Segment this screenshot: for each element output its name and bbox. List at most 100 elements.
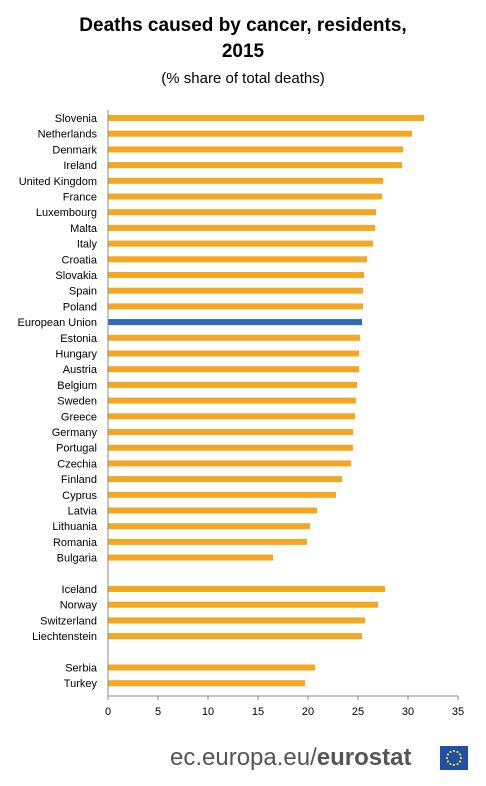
- category-label: Cyprus: [62, 490, 97, 502]
- x-tick-label: 30: [402, 706, 414, 718]
- category-label: Spain: [69, 286, 97, 298]
- bar-united-kingdom: [108, 177, 383, 184]
- bar-finland: [108, 476, 342, 483]
- category-label: Finland: [61, 474, 97, 486]
- chart-subtitle: (% share of total deaths): [161, 70, 325, 87]
- chart-title-line2: 2015: [221, 41, 265, 62]
- footer-brand-name: eurostat: [316, 744, 412, 771]
- bar-bulgaria: [108, 554, 273, 561]
- bar-germany: [108, 429, 353, 435]
- bar-italy: [108, 240, 373, 247]
- bar-latvia: [108, 507, 317, 514]
- bar-lithuania: [108, 523, 310, 530]
- category-label: Bulgaria: [57, 553, 98, 565]
- bar-malta: [108, 224, 375, 231]
- category-label: Malta: [70, 223, 98, 235]
- category-label: Czechia: [57, 458, 98, 470]
- footer-brand: ec.europa.eu/eurostat: [170, 740, 411, 776]
- bar-poland: [108, 303, 363, 310]
- category-label: Hungary: [55, 349, 97, 361]
- bar-austria: [108, 366, 359, 373]
- bar-slovakia: [108, 272, 364, 278]
- flag-star: [458, 753, 462, 756]
- category-labels: Slovenia Netherlands Denmark Ireland United …: [17, 113, 97, 690]
- footer-site: ec.europa.eu/: [170, 744, 317, 771]
- bar-slovenia: [108, 115, 424, 121]
- category-label: Austria: [63, 364, 98, 376]
- flag-star: [449, 762, 452, 766]
- category-label: Greece: [61, 411, 97, 423]
- category-label: Croatia: [62, 254, 98, 266]
- bar-iceland: [108, 586, 385, 592]
- category-label: Germany: [52, 427, 98, 439]
- category-label: Iceland: [62, 584, 97, 596]
- bar-chart: Slovenia Netherlands Denmark Ireland United …: [17, 110, 464, 718]
- category-label: Romania: [53, 537, 98, 549]
- bar-liechtenstein: [108, 633, 362, 640]
- bar-serbia: [108, 664, 315, 671]
- flag-star: [459, 756, 463, 760]
- category-label: Serbia: [65, 663, 98, 675]
- x-tick-label: 35: [452, 706, 464, 718]
- bar-norway: [108, 601, 378, 608]
- flag-star: [458, 760, 462, 763]
- category-label: European Union: [17, 317, 97, 329]
- bar-croatia: [108, 256, 367, 263]
- category-label: France: [63, 192, 97, 204]
- x-axis: 0 5 10 15 20 25 30 35: [105, 110, 464, 718]
- bar-portugal: [108, 444, 353, 451]
- flag-star: [446, 753, 450, 756]
- bar-hungary: [108, 350, 359, 357]
- bar-czechia: [108, 460, 351, 467]
- bar-belgium: [108, 381, 357, 388]
- category-label: Netherlands: [38, 129, 98, 141]
- category-label: Liechtenstein: [32, 631, 97, 643]
- category-label: Belgium: [57, 380, 97, 392]
- category-label: Lithuania: [52, 521, 98, 533]
- category-label: Norway: [60, 600, 98, 612]
- bar-romania: [108, 538, 307, 545]
- bar-estonia: [108, 334, 360, 341]
- bars-layer: [108, 115, 424, 687]
- bar-netherlands: [108, 130, 412, 137]
- bar-switzerland: [108, 617, 365, 624]
- category-label: Luxembourg: [36, 207, 97, 219]
- bar-spain: [108, 287, 363, 294]
- category-label: United Kingdom: [19, 176, 97, 188]
- bar-denmark: [108, 146, 403, 153]
- x-tick-label: 25: [352, 706, 364, 718]
- x-tick-label: 5: [155, 706, 161, 718]
- bar-france: [108, 193, 382, 200]
- category-label: Turkey: [64, 678, 98, 690]
- category-label: Latvia: [68, 506, 98, 518]
- bar-cyprus: [108, 491, 336, 498]
- bar-greece: [108, 413, 355, 420]
- flag-star: [456, 750, 459, 754]
- flag-star: [449, 750, 452, 754]
- bar-ireland: [108, 162, 402, 169]
- bar-turkey: [108, 680, 305, 687]
- flag-star: [446, 760, 450, 763]
- flag-star: [452, 749, 456, 753]
- category-label: Italy: [77, 239, 98, 251]
- x-tick-label: 15: [252, 706, 264, 718]
- x-tick-label: 20: [302, 706, 314, 718]
- chart-title-line1: Deaths caused by cancer, residents,: [79, 15, 407, 36]
- category-label: Slovenia: [55, 113, 98, 125]
- category-label: Slovakia: [55, 270, 97, 282]
- eu-flag-icon: [440, 746, 468, 770]
- flag-star: [452, 763, 456, 767]
- bar-luxembourg: [108, 209, 376, 216]
- category-label: Switzerland: [40, 615, 97, 627]
- flag-star: [445, 756, 449, 760]
- category-label: Estonia: [60, 333, 98, 345]
- flag-star: [456, 762, 459, 766]
- category-label: Ireland: [63, 160, 97, 172]
- category-label: Portugal: [56, 443, 97, 455]
- x-tick-label: 0: [105, 706, 111, 718]
- category-label: Poland: [63, 301, 97, 313]
- category-label: Denmark: [52, 144, 97, 156]
- bar-sweden: [108, 397, 356, 404]
- x-tick-label: 10: [202, 706, 214, 718]
- bar-european-union: [108, 319, 362, 326]
